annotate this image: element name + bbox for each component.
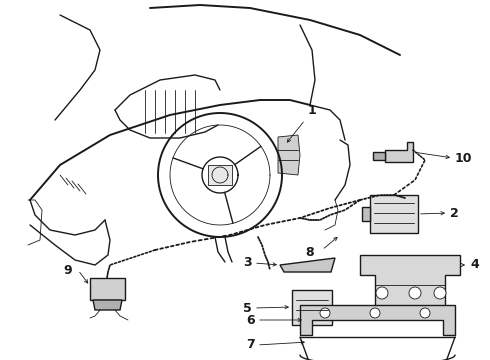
Text: 5: 5 (243, 302, 252, 315)
Polygon shape (280, 258, 335, 272)
Bar (208, 165, 232, 185)
Text: 4: 4 (470, 258, 479, 271)
Text: 6: 6 (246, 314, 255, 327)
Polygon shape (93, 300, 122, 310)
Polygon shape (292, 290, 332, 325)
Polygon shape (300, 305, 455, 335)
Circle shape (370, 308, 380, 318)
Circle shape (376, 287, 388, 299)
Text: 9: 9 (64, 264, 73, 276)
Polygon shape (362, 207, 370, 221)
Polygon shape (278, 135, 300, 175)
Polygon shape (370, 195, 418, 233)
Text: 3: 3 (244, 256, 252, 270)
Polygon shape (360, 255, 460, 315)
Circle shape (320, 308, 330, 318)
Text: 7: 7 (246, 338, 255, 351)
Polygon shape (385, 142, 413, 162)
Polygon shape (373, 152, 385, 160)
Circle shape (434, 287, 446, 299)
Text: 1: 1 (308, 104, 317, 117)
Text: 2: 2 (450, 207, 459, 220)
Circle shape (409, 287, 421, 299)
Text: 10: 10 (455, 152, 472, 165)
Text: 8: 8 (306, 246, 314, 258)
Polygon shape (90, 278, 125, 300)
Circle shape (420, 308, 430, 318)
